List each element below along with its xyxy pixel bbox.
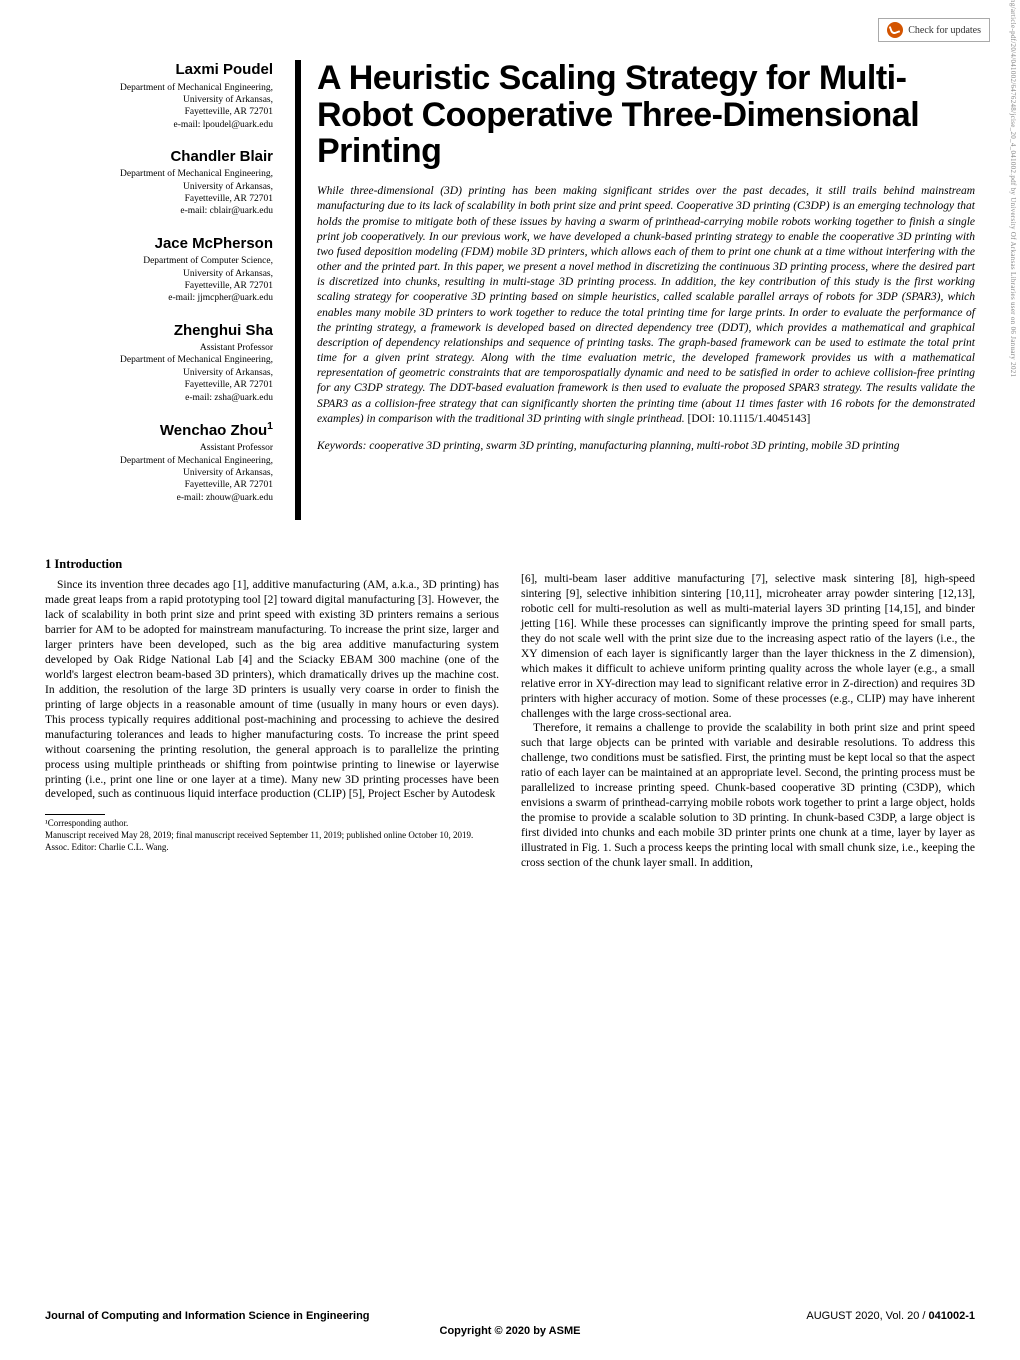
paper-title: A Heuristic Scaling Strategy for Multi-R… — [317, 60, 975, 170]
body-paragraph: Since its invention three decades ago [1… — [45, 578, 499, 802]
author-affiliation: University of Arkansas, — [45, 367, 273, 379]
footnote-separator — [45, 814, 105, 815]
author-email: e-mail: lpoudel@uark.edu — [45, 119, 273, 131]
footnote: Manuscript received May 28, 2019; final … — [45, 830, 499, 853]
author-email: e-mail: zsha@uark.edu — [45, 392, 273, 404]
author-affiliation: Department of Computer Science, — [45, 255, 273, 267]
author-affiliation: University of Arkansas, — [45, 268, 273, 280]
author-name: Jace McPherson — [45, 234, 273, 254]
author-affiliation: Fayetteville, AR 72701 — [45, 106, 273, 118]
page-footer: Journal of Computing and Information Sci… — [45, 1309, 975, 1338]
author-affiliation: Fayetteville, AR 72701 — [45, 479, 273, 491]
author-affiliation: University of Arkansas, — [45, 94, 273, 106]
authors-column: Laxmi Poudel Department of Mechanical En… — [45, 60, 273, 520]
journal-name: Journal of Computing and Information Sci… — [45, 1309, 370, 1323]
author-affiliation: University of Arkansas, — [45, 181, 273, 193]
author-affiliation: Department of Mechanical Engineering, — [45, 354, 273, 366]
author-affiliation: Department of Mechanical Engineering, — [45, 82, 273, 94]
author-affiliation: Fayetteville, AR 72701 — [45, 193, 273, 205]
author-title: Assistant Professor — [45, 442, 273, 454]
author-title: Assistant Professor — [45, 342, 273, 354]
author-affiliation: Department of Mechanical Engineering, — [45, 168, 273, 180]
author-block: Laxmi Poudel Department of Mechanical En… — [45, 60, 273, 131]
author-email: e-mail: zhouw@uark.edu — [45, 492, 273, 504]
download-watermark: Downloaded from http://asmedigitalcollec… — [1007, 0, 1016, 377]
check-updates-label: Check for updates — [908, 24, 981, 37]
author-affiliation: Fayetteville, AR 72701 — [45, 280, 273, 292]
author-block: Wenchao Zhou1 Assistant Professor Depart… — [45, 420, 273, 504]
right-column: [6], multi-beam laser additive manufactu… — [521, 538, 975, 871]
left-column: 1 Introduction Since its invention three… — [45, 538, 499, 871]
body-paragraph: Therefore, it remains a challenge to pro… — [521, 721, 975, 870]
author-block: Zhenghui Sha Assistant Professor Departm… — [45, 321, 273, 404]
author-email: e-mail: cblair@uark.edu — [45, 205, 273, 217]
body-paragraph: [6], multi-beam laser additive manufactu… — [521, 572, 975, 721]
issue-info: AUGUST 2020, Vol. 20 / 041002-1 — [806, 1309, 975, 1323]
copyright: Copyright © 2020 by ASME — [45, 1324, 975, 1338]
footnote: ¹Corresponding author. — [45, 818, 499, 830]
author-affiliation: Department of Mechanical Engineering, — [45, 455, 273, 467]
author-name: Laxmi Poudel — [45, 60, 273, 80]
author-affiliation: Fayetteville, AR 72701 — [45, 379, 273, 391]
author-name: Chandler Blair — [45, 147, 273, 167]
section-heading: 1 Introduction — [45, 556, 499, 572]
keywords: Keywords: cooperative 3D printing, swarm… — [317, 439, 975, 454]
author-block: Jace McPherson Department of Computer Sc… — [45, 234, 273, 305]
check-updates-button[interactable]: Check for updates — [878, 18, 990, 42]
author-email: e-mail: jjmcpher@uark.edu — [45, 292, 273, 304]
author-name: Wenchao Zhou1 — [45, 420, 273, 441]
doi: [DOI: 10.1115/1.4045143] — [688, 413, 811, 425]
abstract: While three-dimensional (3D) printing ha… — [317, 184, 975, 427]
author-block: Chandler Blair Department of Mechanical … — [45, 147, 273, 218]
author-affiliation: University of Arkansas, — [45, 467, 273, 479]
refresh-icon — [887, 22, 903, 38]
author-name: Zhenghui Sha — [45, 321, 273, 341]
